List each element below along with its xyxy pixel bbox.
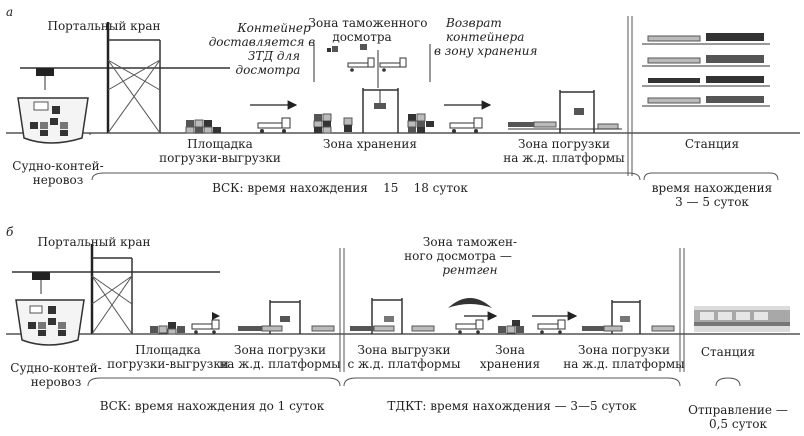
dispatch-time-line1: Отправление — [688,403,788,417]
truck-a2 [449,117,483,133]
rail-zone-label-a-line2: на ж.д. платформы [503,151,625,165]
flow-arrow-b1 [212,312,220,320]
loading-area-stack-b [150,322,185,335]
unload-zone-b [350,298,435,334]
storage-zone-b-line1: Зона [495,343,525,357]
loading-area-label-a-line2: погрузки-выгрузки [159,151,281,165]
xray-arch [448,298,492,308]
return-note-line3: в зону хранения [434,44,537,58]
gantry-crane-a [20,22,230,134]
loading-area-stack-a [185,119,221,134]
customs-zone-label-line1: Зона таможенного [309,16,428,30]
ship-label-a-line1: Судно-контей- [12,159,103,173]
container-note-line2: доставляется в [209,35,316,49]
unload-zone-b-line1: Зона выгрузки [357,343,450,357]
truck-b2 [455,319,484,334]
customs-zone-label-line2: досмотра [332,30,391,44]
tdk-time-b: ТДКТ: время нахождения — 3—5 суток [387,399,637,413]
customs-zone-b-line1: Зона таможен- [423,235,517,249]
storage-zone-label-a: Зона хранения [323,137,417,151]
container-note-line4: досмотра [236,63,301,77]
loading-area-b-line1: Площадка [135,343,201,357]
rail-loading-zone-b2 [582,300,675,334]
rail-zone-b1-line2: на ж.д. платформы [219,357,341,371]
customs-zone-b-line2: ного досмотра — [404,249,512,263]
panel-b-letter: б [6,225,14,239]
unload-zone-b-line2: с ж.д. платформы [347,357,460,371]
dispatch-brace-b [715,377,741,387]
gantry-crane-b [12,244,220,335]
crane-label-a: Портальный кран [47,19,160,33]
vsk-brace-b [87,377,341,387]
vsk-time-a: ВСК: время нахождения 15 18 суток [212,181,468,195]
station-time-a-line2: 3 — 5 суток [675,195,749,209]
dispatch-time-line2: 0,5 суток [709,417,768,431]
storage-zone-equipment-a [313,88,434,134]
rail-loading-zone-a [508,90,622,133]
station-label-b: Станция [701,345,755,359]
ship-label-a-line2: неровоз [33,173,84,187]
storage-zone-b-line2: хранения [480,357,540,371]
rail-zone-b2-line1: Зона погрузки [578,343,670,357]
return-note-line1: Возврат [445,16,502,30]
container-note-line1: Контейнер [236,21,311,35]
station-train-photo [694,306,790,332]
station-time-a-line1: время нахождения [652,181,773,195]
container-ship-a [17,97,89,144]
rail-zone-b1-line1: Зона погрузки [234,343,326,357]
vsk-brace-a [91,172,641,181]
container-note-line3: ЗТД для [248,49,300,63]
ship-label-b-line2: неровоз [31,375,82,389]
storage-stack-b [498,320,524,334]
station-label-a: Станция [685,137,739,151]
panel-a: а [6,5,800,209]
container-ship-b [15,299,85,346]
loading-area-b-line2: погрузки-выгрузки [107,357,229,371]
panel-a-letter: а [6,5,13,19]
return-note-line2: контейнера [446,30,524,44]
vsk-time-b: ВСК: время нахождения до 1 суток [100,399,325,413]
station-brace-a [643,172,779,181]
truck-b3 [537,319,566,334]
customs-zone-vehicles-a [327,44,407,72]
truck-a1 [257,117,291,133]
crane-label-b: Портальный кран [37,235,150,249]
xray-label: рентген [442,263,497,277]
ship-label-b-line1: Судно-контей- [10,361,101,375]
panel-b: б [6,225,800,431]
tdk-brace-b [343,377,681,387]
rail-zone-label-a-line1: Зона погрузки [518,137,610,151]
loading-area-label-a-line1: Площадка [187,137,253,151]
truck-b1 [191,319,220,334]
rail-loading-zone-b1 [238,300,335,334]
rail-zone-b2-line2: на ж.д. платформы [563,357,685,371]
station-trains-a [642,33,770,107]
